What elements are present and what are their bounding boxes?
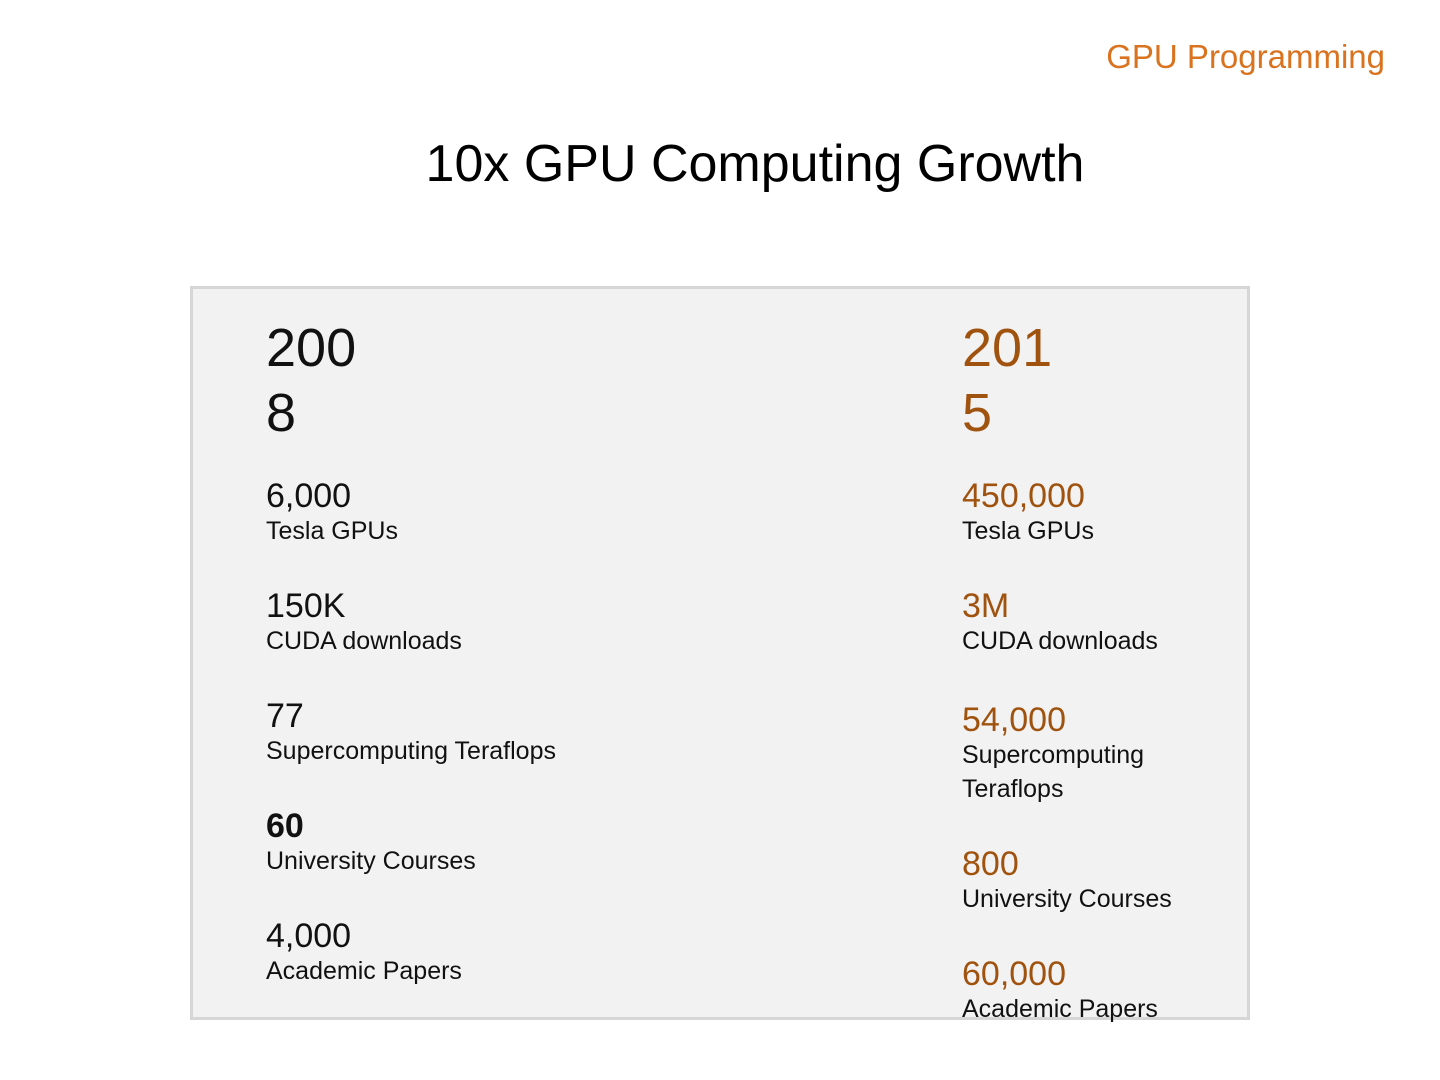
stat-label: Academic Papers bbox=[266, 957, 462, 985]
stat-label: Supercomputing Teraflops bbox=[266, 737, 556, 765]
column-2008: 200 8 6,000 Tesla GPUs 150K CUDA downloa… bbox=[266, 316, 826, 1028]
column-2015: 201 5 450,000 Tesla GPUs 3M CUDA downloa… bbox=[962, 316, 1262, 1066]
year-line1: 201 bbox=[962, 318, 1053, 378]
stat-value: 54,000 bbox=[962, 701, 1066, 739]
stat-university-courses: 60 University Courses bbox=[266, 808, 826, 878]
stat-label-line1: Supercomputing bbox=[962, 741, 1145, 769]
stat-label: Academic Papers bbox=[962, 995, 1158, 1023]
stat-supercomputing-teraflops: 54,000 Supercomputing Teraflops bbox=[962, 702, 1262, 806]
stat-university-courses: 800 University Courses bbox=[962, 846, 1262, 916]
stat-tesla-gpus: 6,000 Tesla GPUs bbox=[266, 478, 826, 548]
year-heading-2008: 200 8 bbox=[266, 316, 826, 446]
stat-value: 6,000 bbox=[266, 477, 352, 515]
comparison-panel bbox=[190, 286, 1250, 1020]
stat-value: 60 bbox=[266, 807, 304, 845]
year-heading-2015: 201 5 bbox=[962, 316, 1262, 446]
stat-cuda-downloads: 150K CUDA downloads bbox=[266, 588, 826, 658]
stat-label: University Courses bbox=[962, 885, 1172, 913]
slide-title: 10x GPU Computing Growth bbox=[425, 135, 1085, 193]
stat-label: CUDA downloads bbox=[266, 627, 462, 655]
stat-label: CUDA downloads bbox=[962, 627, 1158, 655]
year-line2: 8 bbox=[266, 383, 297, 443]
stat-value: 450,000 bbox=[962, 477, 1085, 515]
stat-value: 60,000 bbox=[962, 955, 1066, 993]
year-line1: 200 bbox=[266, 318, 357, 378]
stat-academic-papers: 4,000 Academic Papers bbox=[266, 918, 826, 988]
stat-value: 150K bbox=[266, 587, 346, 625]
stat-label: Tesla GPUs bbox=[962, 517, 1094, 545]
stat-label: Tesla GPUs bbox=[266, 517, 398, 545]
stat-value: 4,000 bbox=[266, 917, 352, 955]
stat-academic-papers: 60,000 Academic Papers bbox=[962, 956, 1262, 1026]
stat-label: University Courses bbox=[266, 847, 476, 875]
stat-value: 77 bbox=[266, 697, 304, 735]
header-label: GPU Programming bbox=[1106, 38, 1385, 75]
stat-label-line2: Teraflops bbox=[962, 775, 1064, 803]
stat-cuda-downloads: 3M CUDA downloads bbox=[962, 588, 1262, 658]
stat-value: 3M bbox=[962, 587, 1010, 625]
stat-value: 800 bbox=[962, 845, 1019, 883]
stat-supercomputing-teraflops: 77 Supercomputing Teraflops bbox=[266, 698, 826, 768]
stat-tesla-gpus: 450,000 Tesla GPUs bbox=[962, 478, 1262, 548]
year-line2: 5 bbox=[962, 383, 993, 443]
